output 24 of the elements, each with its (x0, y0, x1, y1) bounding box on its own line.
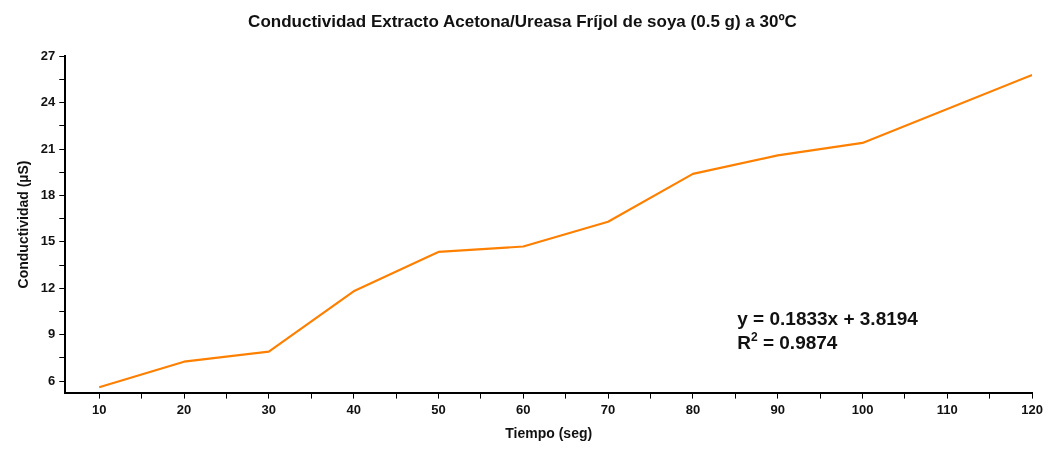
x-axis-title: Tiempo (seg) (505, 425, 593, 442)
y-tick-label: 6 (48, 372, 56, 388)
y-tick-label: 18 (40, 187, 56, 203)
x-tick-label: 50 (431, 401, 446, 417)
x-tick-label: 30 (261, 401, 277, 417)
x-tick-label: 120 (1021, 401, 1044, 417)
x-tick-label: 10 (91, 401, 107, 417)
y-tick-label: 21 (40, 140, 56, 156)
x-tick-label: 100 (851, 401, 874, 417)
annotation: y = 0.1833x + 3.8194 (737, 308, 919, 330)
x-tick-label: 80 (685, 401, 701, 417)
y-tick-label: 15 (40, 233, 56, 249)
x-tick-label: 20 (176, 401, 192, 417)
y-axis-title: Conductividad (µS) (15, 160, 32, 289)
x-tick-label: 60 (516, 401, 531, 417)
y-tick-label: 12 (40, 279, 56, 295)
x-tick-label: 110 (936, 401, 958, 417)
chart-title: Conductividad Extracto Acetona/Ureasa Fríjol de soya (0.5 g) a 30ºC (248, 11, 797, 31)
y-tick-label: 27 (40, 47, 56, 63)
y-tick-label: 9 (48, 326, 56, 342)
x-tick-label: 40 (346, 401, 361, 417)
x-tick-label: 70 (600, 401, 616, 417)
x-tick-label: 90 (770, 401, 785, 417)
y-tick-label: 24 (40, 94, 57, 110)
